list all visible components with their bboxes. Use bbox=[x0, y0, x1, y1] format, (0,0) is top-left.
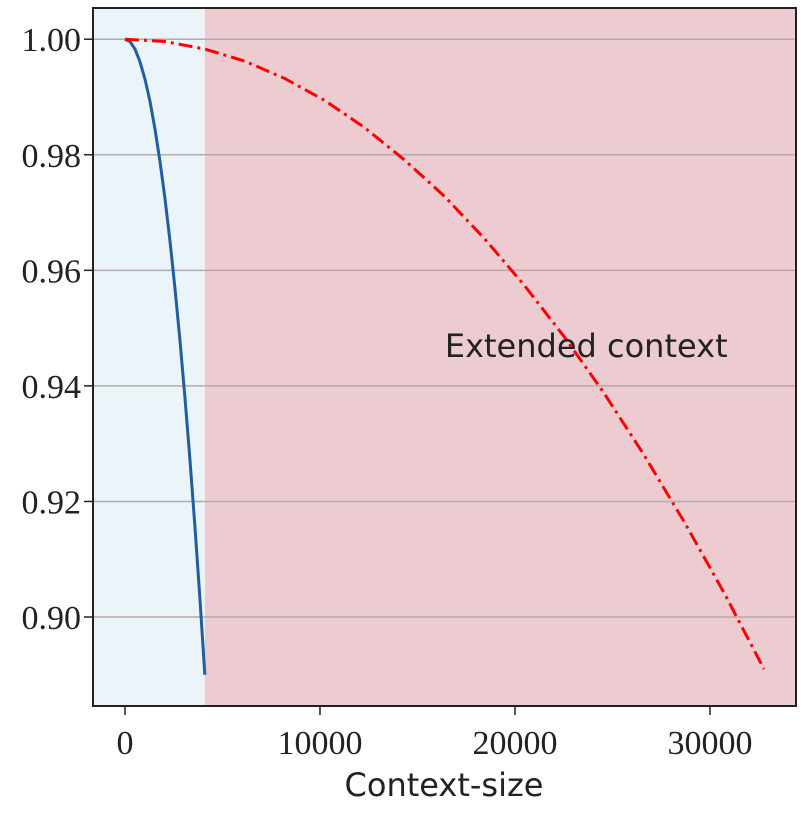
x-tick-label: 0 bbox=[116, 725, 133, 762]
region-base bbox=[93, 8, 205, 706]
line bbox=[124, 37, 207, 675]
y-tick-label: 0.98 bbox=[22, 138, 82, 175]
y-tick-label: 0.90 bbox=[22, 600, 82, 637]
y-tick-label: 0.96 bbox=[22, 253, 82, 290]
plot-frame bbox=[92, 7, 797, 707]
x-tick-label: 10000 bbox=[277, 725, 362, 762]
y-tick-label: 1.00 bbox=[22, 22, 82, 59]
y-tick-label: 0.94 bbox=[22, 369, 82, 406]
line bbox=[124, 37, 766, 670]
y-tick-label: 0.92 bbox=[22, 484, 82, 521]
x-tick-label: 20000 bbox=[472, 725, 557, 762]
annotation: Extended context bbox=[445, 327, 728, 365]
x-tick-label: 30000 bbox=[668, 725, 753, 762]
x-axis-label: Context-size bbox=[345, 766, 544, 804]
region-extended bbox=[204, 8, 797, 706]
